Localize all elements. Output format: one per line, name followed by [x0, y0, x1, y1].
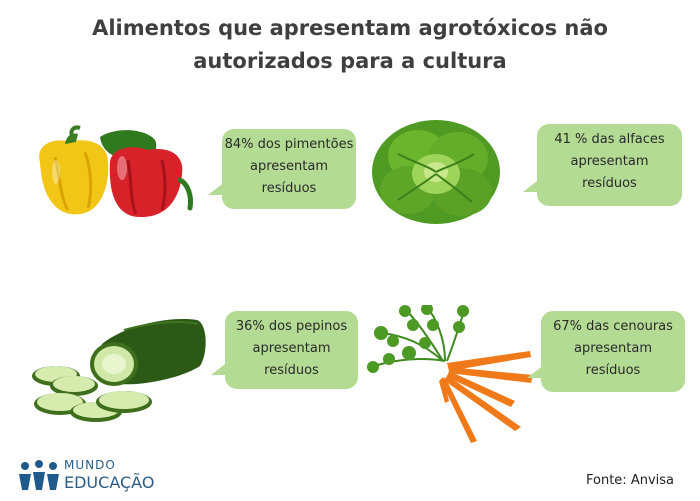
bell-peppers-image	[39, 125, 193, 218]
bubble-text: apresentam	[252, 341, 331, 356]
bubble-text: apresentam	[249, 159, 328, 174]
lettuce-image	[372, 120, 500, 224]
logo-line-1: MUNDO	[64, 458, 116, 472]
bubble-text: resíduos	[582, 176, 637, 191]
page-title-line-2: autorizados para a cultura	[193, 49, 507, 73]
bubble-text: resíduos	[261, 181, 317, 196]
info-bubble-lettuce: 41 % das alfaces apresentam resíduos	[523, 124, 682, 206]
info-bubble-cucumbers: 36% dos pepinos apresentam resíduos	[211, 311, 358, 389]
bubble-text: 84% dos pimentões	[224, 137, 354, 152]
cucumber-image	[32, 319, 206, 422]
page-title-line-1: Alimentos que apresentam agrotóxicos não	[92, 16, 608, 40]
people-logo-icon	[19, 460, 59, 490]
logo-line-2: EDUCAÇÃO	[64, 473, 155, 492]
bubble-text: apresentam	[573, 341, 652, 356]
bubble-text: apresentam	[570, 154, 649, 169]
brand-logo: MUNDO EDUCAÇÃO	[18, 456, 154, 496]
info-bubble-peppers: 84% dos pimentões apresentam resíduos	[208, 129, 356, 209]
bubble-text: 36% dos pepinos	[235, 319, 348, 334]
bubble-text: 41 % das alfaces	[554, 132, 665, 147]
bubble-text: resíduos	[264, 363, 319, 378]
info-bubble-carrots: 67% das cenouras apresentam resíduos	[527, 311, 685, 392]
source-label: Fonte: Anvisa	[586, 473, 674, 488]
bubble-text: 67% das cenouras	[553, 319, 673, 334]
carrots-image	[367, 305, 533, 443]
bubble-text: resíduos	[585, 363, 641, 378]
